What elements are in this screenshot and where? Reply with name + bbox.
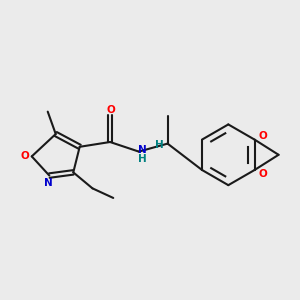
Text: O: O [20, 152, 29, 161]
Text: H: H [155, 140, 164, 150]
Text: O: O [106, 105, 115, 115]
Text: N: N [138, 145, 147, 155]
Text: O: O [258, 131, 267, 141]
Text: H: H [138, 154, 147, 164]
Text: O: O [258, 169, 267, 179]
Text: N: N [44, 178, 53, 188]
